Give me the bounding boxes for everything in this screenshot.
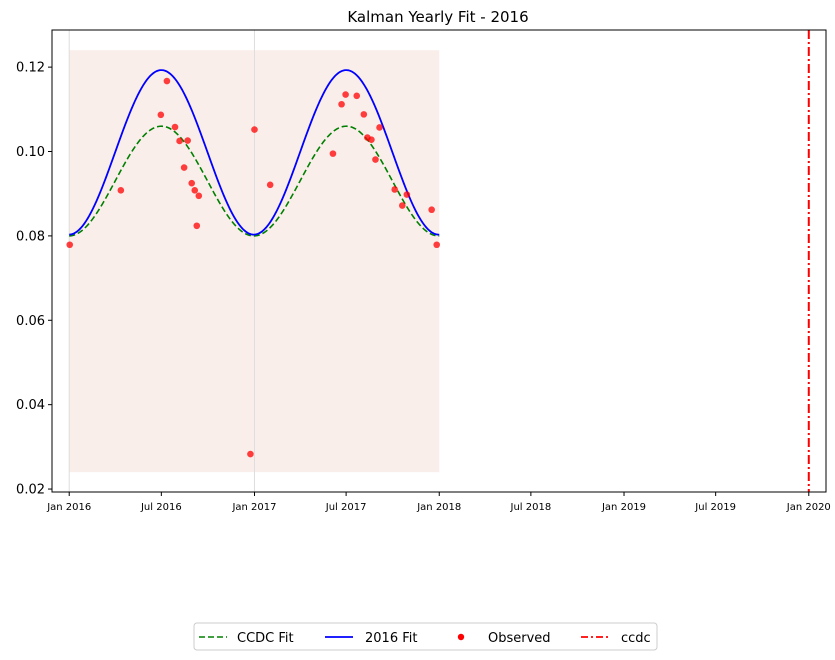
observed-point-4 — [171, 123, 179, 131]
observed-point-22 — [372, 156, 379, 163]
observed-point-2 — [157, 111, 165, 119]
legend-label-ccdc-fit: CCDC Fit — [237, 631, 294, 646]
x-tick-label-7: Jul 2019 — [694, 502, 736, 513]
x-tick-label-3: Jul 2017 — [325, 502, 367, 513]
observed-point-28 — [433, 241, 441, 249]
x-axis-ticks: Jan 2016 Jul 2016 Jan 2017 Jul 2017 Jan 2018… — [46, 492, 831, 513]
chart-title: Kalman Yearly Fit - 2016 — [347, 8, 528, 26]
y-tick-label-5: 0.12 — [16, 61, 45, 76]
y-axis-ticks: 0.02 0.04 0.06 0.08 0.10 0.12 — [16, 61, 52, 498]
observed-point-16 — [338, 100, 345, 108]
observed-point-11 — [195, 192, 203, 200]
observed-point-0 — [66, 241, 74, 249]
observed-point-3 — [163, 77, 171, 85]
legend-label-observed: Observed — [488, 631, 551, 646]
x-tick-label-6: Jan 2019 — [601, 502, 646, 513]
observed-point-19 — [360, 111, 368, 118]
observed-point-10 — [193, 222, 201, 230]
observed-point-8 — [188, 179, 196, 187]
observed-point-21 — [368, 136, 375, 143]
x-tick-label-2: Jan 2017 — [231, 502, 276, 513]
legend-frame — [193, 622, 658, 651]
observed-point-1 — [117, 187, 125, 194]
observed-point-7 — [184, 137, 191, 144]
observed-point-9 — [191, 187, 199, 194]
observed-point-27 — [428, 206, 435, 214]
observed-point-24 — [391, 186, 399, 193]
observed-point-25 — [398, 202, 406, 209]
legend: CCDC Fit 2016 Fit Observed ccdc — [193, 622, 658, 651]
observed-point-14 — [266, 181, 274, 189]
observed-point-5 — [176, 137, 183, 145]
y-tick-label-0: 0.02 — [16, 483, 45, 498]
x-tick-label-1: Jul 2016 — [140, 502, 182, 513]
y-tick-label-3: 0.08 — [16, 229, 45, 244]
series-line-ccdc-fit — [69, 125, 440, 237]
observed-point-15 — [329, 150, 337, 157]
series-layer — [69, 30, 810, 492]
legend-label-ccdc: ccdc — [621, 631, 651, 646]
x-tick-label-5: Jul 2018 — [510, 502, 552, 513]
observed-point-18 — [353, 92, 361, 100]
x-tick-label-8: Jan 2020 — [786, 502, 831, 513]
legend-label-2016-fit: 2016 Fit — [365, 631, 417, 646]
observed-point-26 — [403, 191, 411, 198]
x-tick-label-4: Jan 2018 — [416, 502, 461, 513]
y-tick-label-4: 0.10 — [16, 145, 45, 160]
grid-layer — [68, 30, 255, 492]
observed-point-13 — [251, 126, 258, 133]
observed-points-layer — [66, 77, 441, 458]
observed-point-12 — [247, 450, 254, 458]
observed-point-17 — [342, 91, 349, 98]
y-tick-label-1: 0.04 — [16, 398, 45, 413]
observed-point-23 — [376, 124, 383, 131]
series-line-2016-fit — [69, 69, 440, 236]
legend-swatch-observed — [457, 633, 465, 641]
y-tick-label-2: 0.06 — [16, 314, 45, 329]
x-tick-label-0: Jan 2016 — [46, 502, 91, 513]
observed-point-6 — [180, 164, 188, 171]
